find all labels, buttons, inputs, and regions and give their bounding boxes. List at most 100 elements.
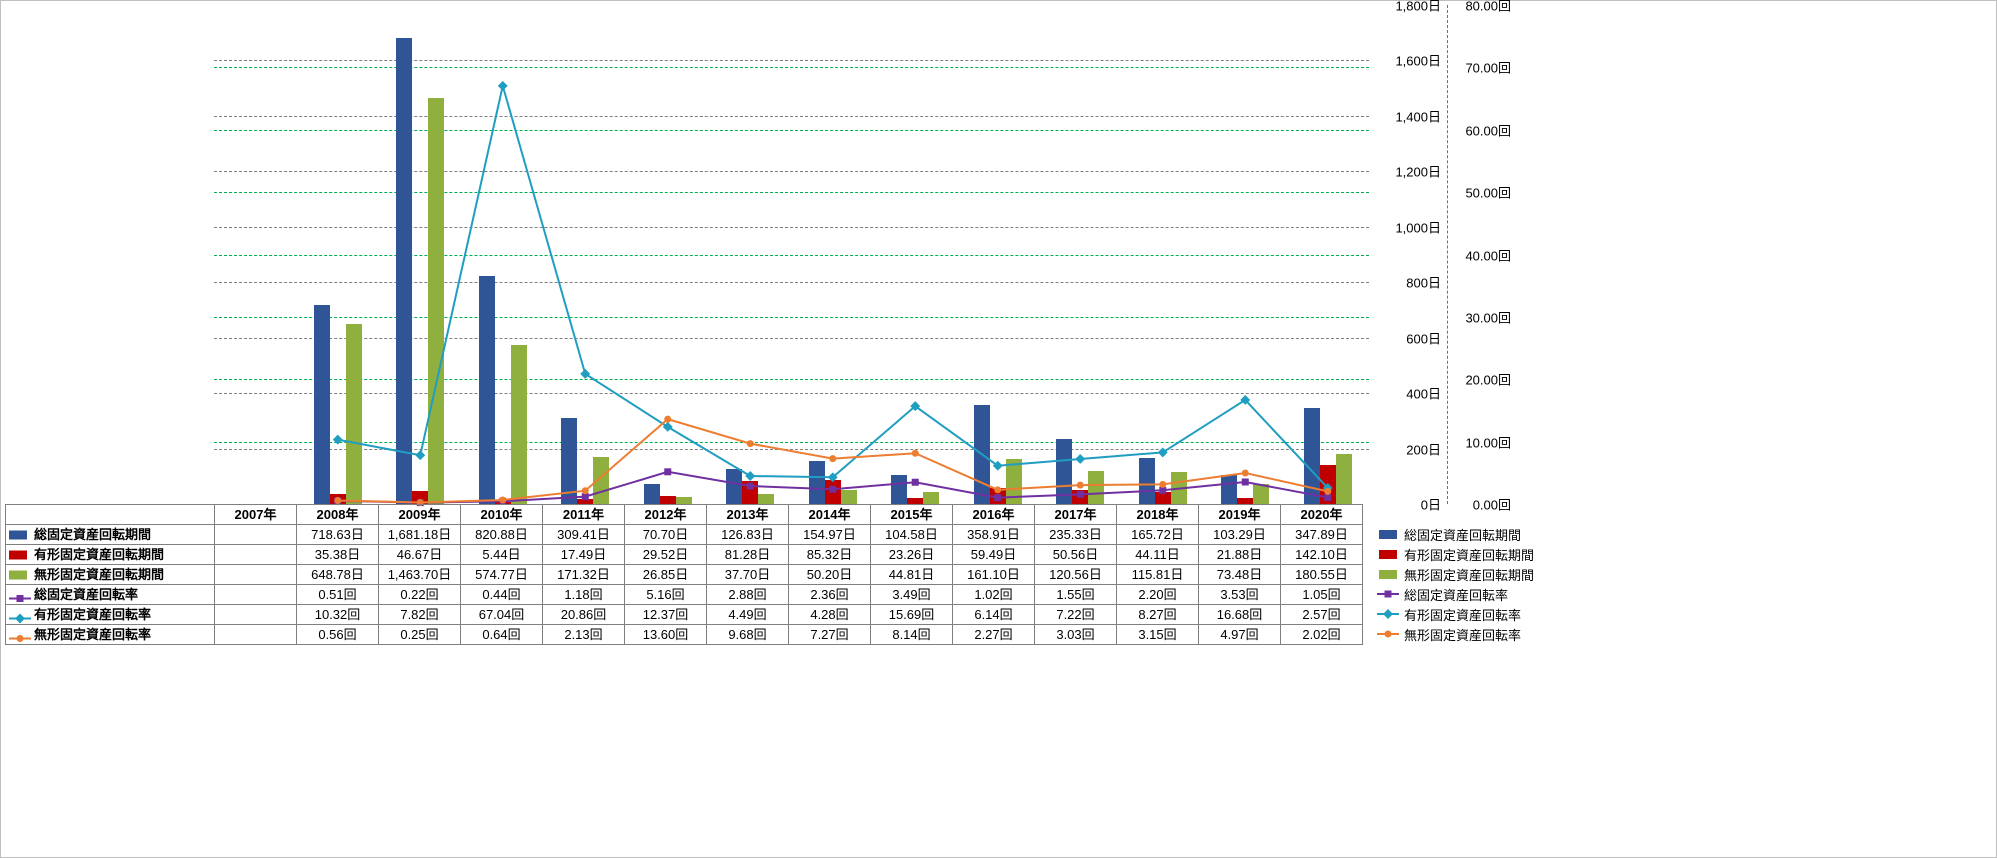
plot-area bbox=[214, 5, 1369, 504]
category-header-row: 2007年2008年2009年2010年2011年2012年2013年2014年… bbox=[6, 505, 1363, 525]
y1-tick-label: 800日 bbox=[1371, 273, 1441, 292]
category-header: 2013年 bbox=[707, 505, 789, 525]
data-cell: 104.58日 bbox=[871, 525, 953, 545]
legend-item: 有形固定資産回転期間 bbox=[1371, 544, 1992, 564]
data-cell: 5.44日 bbox=[461, 545, 543, 565]
data-cell: 1.05回 bbox=[1281, 585, 1363, 605]
data-cell: 73.48日 bbox=[1199, 565, 1281, 585]
y2-tick-label: 50.00回 bbox=[1445, 183, 1511, 202]
data-cell: 126.83日 bbox=[707, 525, 789, 545]
series-name: 総固定資産回転期間 bbox=[34, 527, 151, 542]
data-cell bbox=[215, 625, 297, 645]
series-name: 無形固定資産回転率 bbox=[34, 627, 151, 642]
category-header: 2010年 bbox=[461, 505, 543, 525]
y1-tick-label: 1,600日 bbox=[1371, 51, 1441, 70]
data-cell: 2.27回 bbox=[953, 625, 1035, 645]
table-row: 無形固定資産回転率0.56回0.25回0.64回2.13回13.60回9.68回… bbox=[6, 625, 1363, 645]
data-cell: 81.28日 bbox=[707, 545, 789, 565]
data-cell: 2.20回 bbox=[1117, 585, 1199, 605]
data-cell: 4.49回 bbox=[707, 605, 789, 625]
series-swatch bbox=[9, 548, 27, 561]
data-cell: 154.97日 bbox=[789, 525, 871, 545]
y1-axis: 0日200日400日600日800日1,000日1,200日1,400日1,60… bbox=[1371, 5, 1441, 504]
data-cell: 46.67日 bbox=[379, 545, 461, 565]
metric-label: 有形固定資産回転率 bbox=[6, 605, 215, 625]
y1-tick-label: 400日 bbox=[1371, 384, 1441, 403]
data-cell: 1,463.70日 bbox=[379, 565, 461, 585]
legend-label: 無形固定資産回転期間 bbox=[1404, 565, 1534, 584]
legend: 総固定資産回転期間有形固定資産回転期間無形固定資産回転期間総固定資産回転率有形固… bbox=[1371, 504, 1992, 644]
y1-tick-label: 1,200日 bbox=[1371, 162, 1441, 181]
legend-swatch bbox=[1376, 570, 1400, 579]
marker-s3 bbox=[747, 483, 754, 490]
data-cell: 1,681.18日 bbox=[379, 525, 461, 545]
marker-s3 bbox=[829, 486, 836, 493]
data-cell: 21.88日 bbox=[1199, 545, 1281, 565]
category-header: 2020年 bbox=[1281, 505, 1363, 525]
data-cell: 16.68回 bbox=[1199, 605, 1281, 625]
data-cell: 2.02回 bbox=[1281, 625, 1363, 645]
y2-tick-label: 70.00回 bbox=[1445, 58, 1511, 77]
y2-tick-label: 10.00回 bbox=[1445, 432, 1511, 451]
data-cell: 59.49日 bbox=[953, 545, 1035, 565]
legend-swatch bbox=[1376, 593, 1400, 595]
data-cell: 4.97回 bbox=[1199, 625, 1281, 645]
marker-s4 bbox=[415, 450, 425, 460]
data-cell: 0.51回 bbox=[297, 585, 379, 605]
table-row: 有形固定資産回転率10.32回7.82回67.04回20.86回12.37回4.… bbox=[6, 605, 1363, 625]
data-cell: 13.60回 bbox=[625, 625, 707, 645]
data-cell: 0.44回 bbox=[461, 585, 543, 605]
data-cell: 0.56回 bbox=[297, 625, 379, 645]
marker-s4 bbox=[1075, 454, 1085, 464]
line-s4 bbox=[338, 86, 1328, 488]
table-row: 総固定資産回転率0.51回0.22回0.44回1.18回5.16回2.88回2.… bbox=[6, 585, 1363, 605]
data-cell: 0.25回 bbox=[379, 625, 461, 645]
data-cell: 161.10日 bbox=[953, 565, 1035, 585]
legend-item: 総固定資産回転率 bbox=[1371, 584, 1992, 604]
y1-tick-label: 1,000日 bbox=[1371, 217, 1441, 236]
table-row: 無形固定資産回転期間648.78日1,463.70日574.77日171.32日… bbox=[6, 565, 1363, 585]
data-cell: 7.22回 bbox=[1035, 605, 1117, 625]
category-header: 2014年 bbox=[789, 505, 871, 525]
legend-label: 有形固定資産回転率 bbox=[1404, 605, 1521, 624]
legend-swatch bbox=[1376, 530, 1400, 539]
data-cell: 20.86回 bbox=[543, 605, 625, 625]
category-header: 2011年 bbox=[543, 505, 625, 525]
metric-label: 総固定資産回転率 bbox=[6, 585, 215, 605]
table-corner bbox=[6, 505, 215, 525]
data-cell: 0.22回 bbox=[379, 585, 461, 605]
data-cell: 12.37回 bbox=[625, 605, 707, 625]
marker-s4 bbox=[333, 435, 343, 445]
lines-layer bbox=[214, 5, 1369, 504]
y2-tick-label: 60.00回 bbox=[1445, 120, 1511, 139]
legend-item: 無形固定資産回転率 bbox=[1371, 624, 1992, 644]
marker-s3 bbox=[1242, 478, 1249, 485]
data-cell: 2.36回 bbox=[789, 585, 871, 605]
data-cell: 17.49日 bbox=[543, 545, 625, 565]
data-cell: 103.29日 bbox=[1199, 525, 1281, 545]
data-cell: 2.57回 bbox=[1281, 605, 1363, 625]
data-cell: 1.02回 bbox=[953, 585, 1035, 605]
marker-s4 bbox=[745, 471, 755, 481]
legend-swatch bbox=[1376, 613, 1400, 615]
y2-tick-label: 40.00回 bbox=[1445, 245, 1511, 264]
marker-s5 bbox=[1324, 488, 1331, 495]
legend-label: 総固定資産回転率 bbox=[1404, 585, 1508, 604]
data-cell: 3.49回 bbox=[871, 585, 953, 605]
data-cell: 142.10日 bbox=[1281, 545, 1363, 565]
series-swatch bbox=[9, 588, 31, 601]
data-cell: 44.81日 bbox=[871, 565, 953, 585]
series-swatch bbox=[9, 628, 31, 641]
category-header: 2017年 bbox=[1035, 505, 1117, 525]
marker-s3 bbox=[664, 468, 671, 475]
data-cell: 7.27回 bbox=[789, 625, 871, 645]
chart-container: 0日200日400日600日800日1,000日1,200日1,400日1,60… bbox=[0, 0, 1997, 858]
data-cell: 4.28回 bbox=[789, 605, 871, 625]
category-header: 2016年 bbox=[953, 505, 1035, 525]
data-cell bbox=[215, 525, 297, 545]
marker-s5 bbox=[582, 487, 589, 494]
metric-label: 無形固定資産回転期間 bbox=[6, 565, 215, 585]
metric-label: 有形固定資産回転期間 bbox=[6, 545, 215, 565]
marker-s5 bbox=[1159, 481, 1166, 488]
data-cell: 6.14回 bbox=[953, 605, 1035, 625]
